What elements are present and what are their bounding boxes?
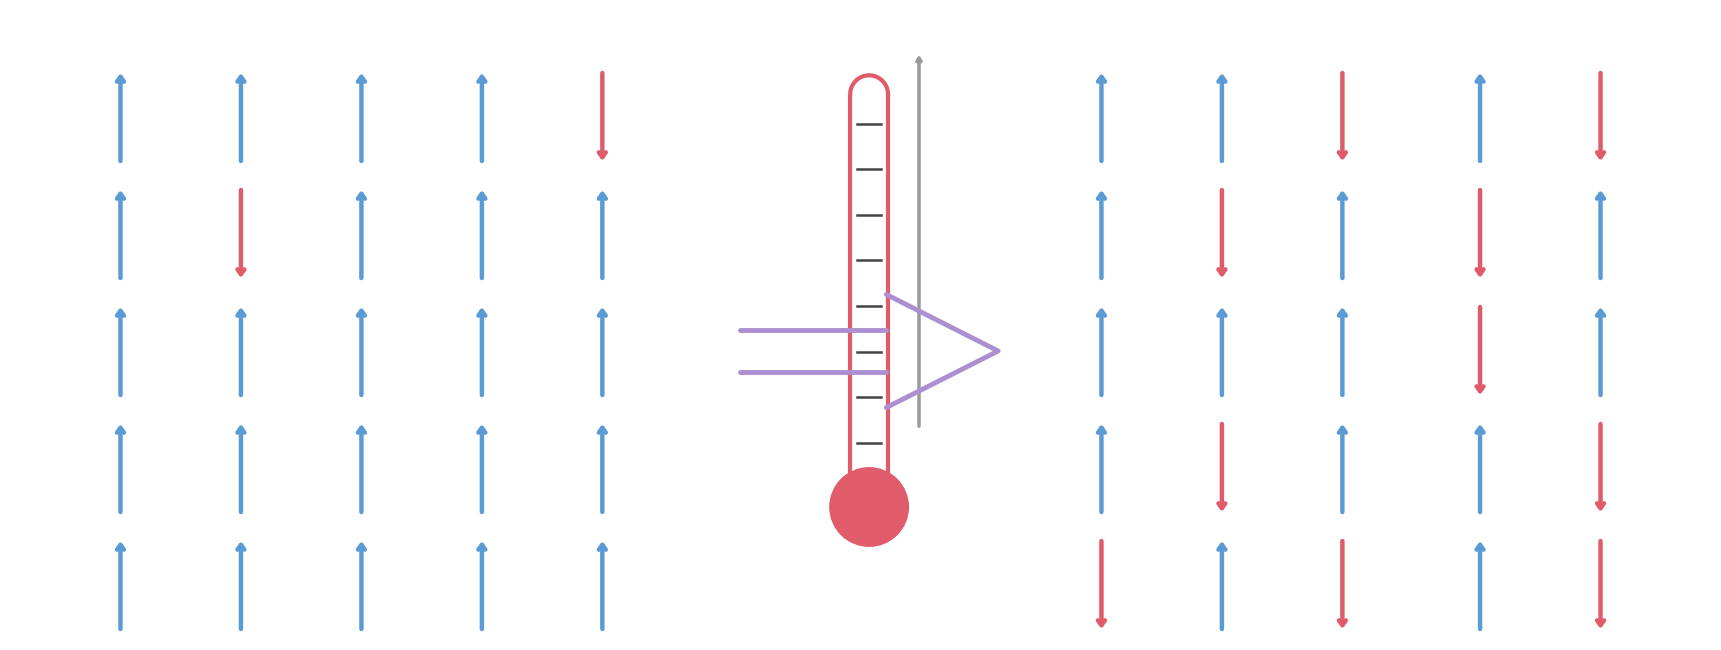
Ellipse shape (831, 469, 907, 545)
